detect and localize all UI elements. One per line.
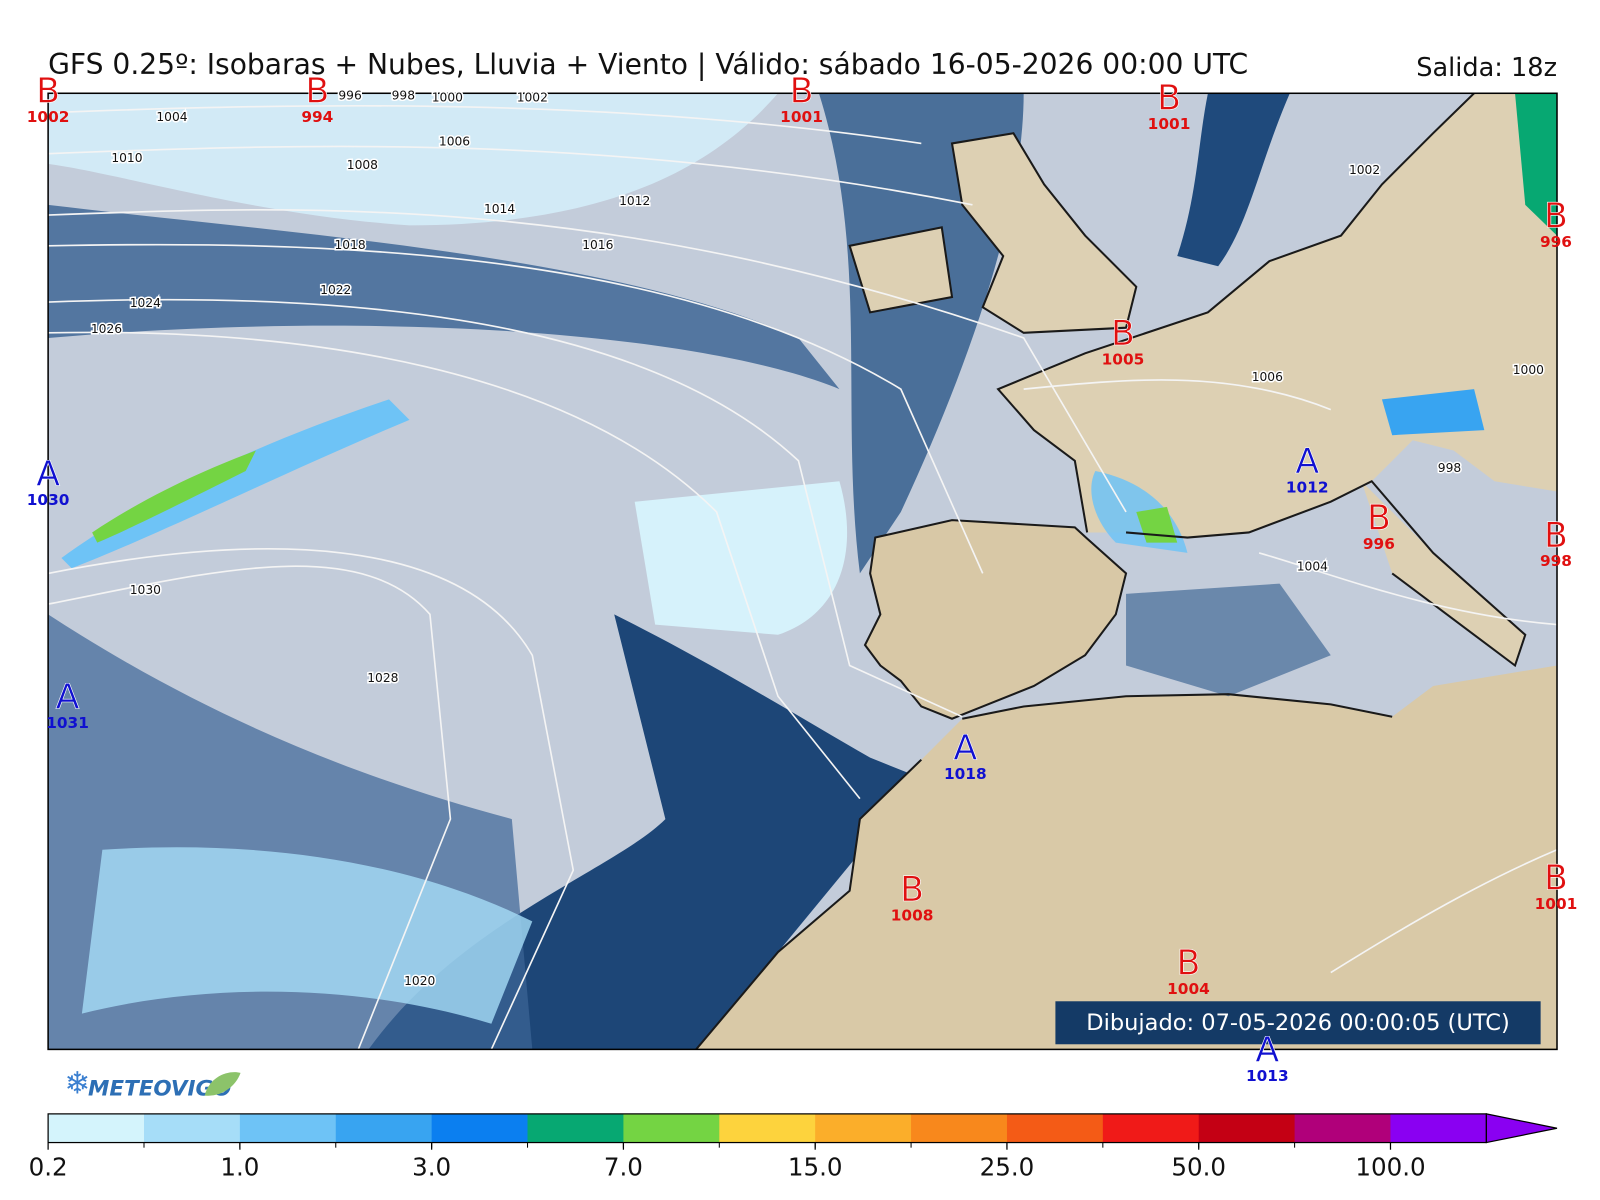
center-value: 998	[1540, 552, 1572, 570]
colorbar-tick-label: 50.0	[1171, 1152, 1226, 1181]
center-value: 1030	[27, 491, 70, 509]
center-value: 1004	[1167, 980, 1210, 998]
logo-leaf	[204, 1072, 241, 1096]
center-value: 1008	[891, 906, 934, 924]
colorbar-tick-label: 100.0	[1355, 1152, 1425, 1181]
isobar-label: 1004	[1297, 559, 1328, 573]
center-letter: A	[1295, 442, 1319, 482]
center-letter: B	[1544, 859, 1568, 899]
colorbar-band	[48, 1113, 145, 1143]
colorbar-band	[1102, 1113, 1200, 1143]
colorbar-band	[623, 1113, 720, 1143]
center-letter: B	[1544, 516, 1568, 556]
center-value: 996	[1363, 535, 1395, 553]
center-letter: B	[1157, 79, 1181, 119]
isobar-label: 1010	[111, 151, 142, 165]
center-value: 1001	[1535, 895, 1578, 913]
drawn-label: Dibujado: 07-05-2026 00:00:05 (UTC)	[1086, 1010, 1510, 1036]
colorbar-band	[911, 1113, 1008, 1143]
colorbar-band	[1198, 1113, 1296, 1143]
colorbar-tick-label: 7.0	[604, 1152, 643, 1181]
colorbar-band	[815, 1113, 912, 1143]
colorbar-band	[431, 1113, 529, 1143]
isobar-label: 1022	[320, 283, 351, 297]
isobar-label: 1006	[439, 134, 470, 148]
run-label: Salida: 18z	[1416, 53, 1557, 83]
center-letter: B	[1544, 196, 1568, 236]
colorbar-band	[143, 1113, 241, 1143]
isobar-label: 1030	[130, 583, 161, 597]
center-value: 996	[1540, 233, 1572, 251]
colorbar-band	[335, 1113, 433, 1143]
colorbar-tick-label: 25.0	[980, 1152, 1035, 1181]
isobar-label: 998	[1438, 461, 1461, 475]
colorbar-frame	[47, 1113, 1487, 1144]
center-letter: B	[790, 71, 814, 111]
center-letter: A	[56, 678, 80, 718]
isobar-label: 1008	[347, 158, 378, 172]
isobar-label: 1028	[367, 671, 398, 685]
isobar-label: 1004	[156, 110, 187, 124]
isobar-label: 1006	[1252, 370, 1283, 384]
center-letter: B	[1367, 498, 1391, 538]
center-value: 1005	[1102, 351, 1145, 369]
center-value: 1018	[944, 765, 987, 783]
isobar-label: 996	[338, 88, 362, 102]
isobar-label: 1000	[1513, 363, 1544, 377]
center-letter: B	[900, 870, 924, 910]
colorbar-tick-label: 15.0	[788, 1152, 843, 1181]
isobar-label: 1002	[1349, 163, 1380, 177]
isobar-label: 1000	[432, 90, 463, 104]
center-letter: B	[1111, 314, 1135, 354]
center-value: 1001	[1148, 115, 1191, 133]
colorbar-band	[1390, 1113, 1487, 1143]
map-title: GFS 0.25º: Isobaras + Nubes, Lluvia + Vi…	[48, 48, 1248, 81]
colorbar-band	[239, 1113, 337, 1143]
map-area	[48, 93, 1558, 1050]
isobar-label: 1018	[334, 238, 365, 252]
center-value: 1012	[1286, 479, 1329, 497]
colorbar-tick-label: 0.2	[29, 1152, 68, 1181]
colorbar-band	[527, 1113, 624, 1143]
center-letter: A	[953, 729, 977, 769]
isobar-label: 1024	[130, 296, 161, 310]
map-frame	[47, 92, 1558, 1051]
center-value: 1031	[46, 714, 89, 732]
isobar-label: 1020	[404, 974, 435, 988]
colorbar: 0.2 1.0 3.0 7.0 15.0 25.0 50.0 100.0	[29, 1113, 1558, 1181]
colorbar-tick-label: 1.0	[220, 1152, 259, 1181]
isobar-label: 1016	[582, 238, 613, 252]
isobar-labels: 1004 996 998 1000 1002 1010 1006 1008 1012 1014 10…	[89, 87, 1545, 990]
center-letter: A	[1255, 1031, 1279, 1071]
isobar-label: 1012	[619, 194, 650, 208]
colorbar-band	[1006, 1113, 1104, 1143]
isobar-label: 998	[392, 88, 415, 102]
center-value: 1002	[27, 108, 70, 126]
colorbar-arrow	[1485, 1113, 1558, 1144]
center-letter: B	[1177, 944, 1201, 984]
colorbar-band	[719, 1113, 816, 1143]
center-value: 1013	[1246, 1067, 1289, 1085]
center-letter: B	[305, 71, 329, 111]
center-value: 1001	[780, 108, 823, 126]
isobar-label: 1014	[484, 202, 515, 216]
colorbar-tick-label: 3.0	[412, 1152, 451, 1181]
logo-snowflake: ❄	[64, 1065, 90, 1101]
isobar-label: 1002	[517, 90, 548, 104]
drawn-box	[1055, 1001, 1541, 1045]
center-letter: A	[36, 454, 60, 494]
center-letter: B	[36, 71, 60, 111]
center-value: 994	[301, 108, 333, 126]
isobar-label: 1026	[91, 322, 122, 336]
colorbar-band	[1294, 1113, 1392, 1143]
